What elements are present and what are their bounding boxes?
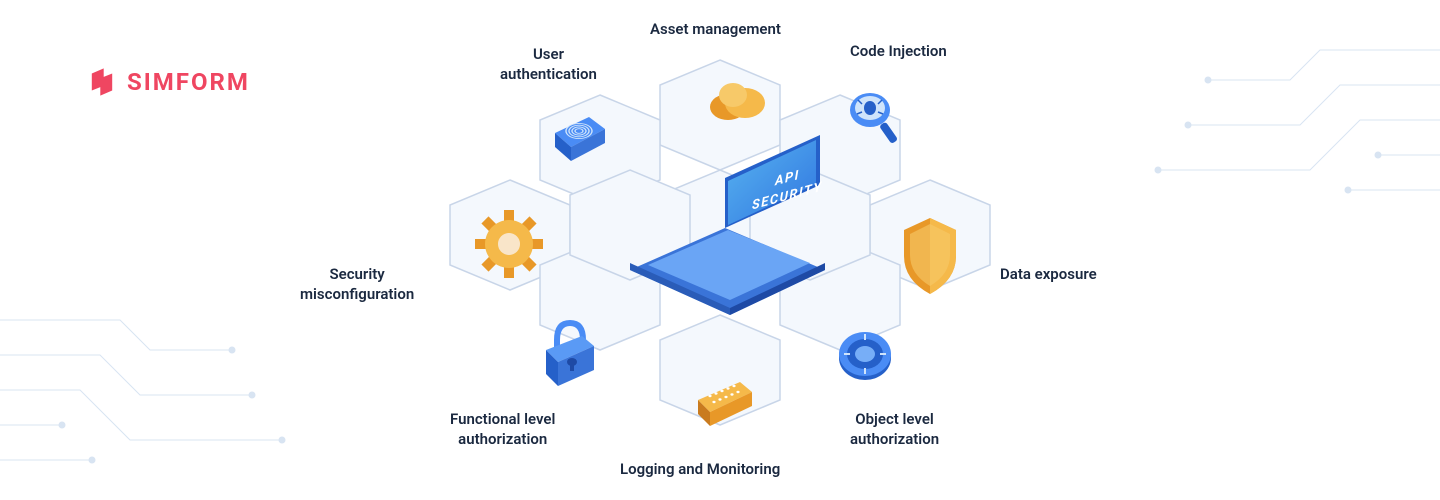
logo-mark-icon [85, 65, 119, 99]
label-codeinj: Code Injection [850, 42, 947, 62]
label-objlvl: Object level authorization [850, 410, 939, 449]
cloud-icon [700, 65, 770, 135]
label-logging: Logging and Monitoring [620, 460, 780, 480]
label-dataexp: Data exposure [1000, 265, 1097, 285]
brand-logo: SIMFORM [85, 65, 250, 99]
brand-name: SIMFORM [127, 68, 250, 96]
circuit-decoration-left [0, 300, 320, 500]
log-panel-icon [690, 370, 760, 440]
laptop-icon [620, 130, 830, 320]
shield-icon [890, 210, 970, 300]
label-asset: Asset management [650, 20, 781, 40]
label-userauth: User authentication [500, 45, 597, 84]
api-security-diagram: API SECURITY [320, 10, 1120, 490]
padlock-icon [530, 310, 605, 395]
magnifier-bug-icon [840, 82, 910, 152]
circuit-decoration-right [1120, 30, 1440, 230]
safe-dial-icon [830, 320, 900, 390]
label-funclvl: Functional level authorization [450, 410, 555, 449]
fingerprint-icon [545, 105, 615, 175]
label-secmis: Security misconfiguration [300, 265, 414, 304]
gear-icon [470, 205, 548, 283]
